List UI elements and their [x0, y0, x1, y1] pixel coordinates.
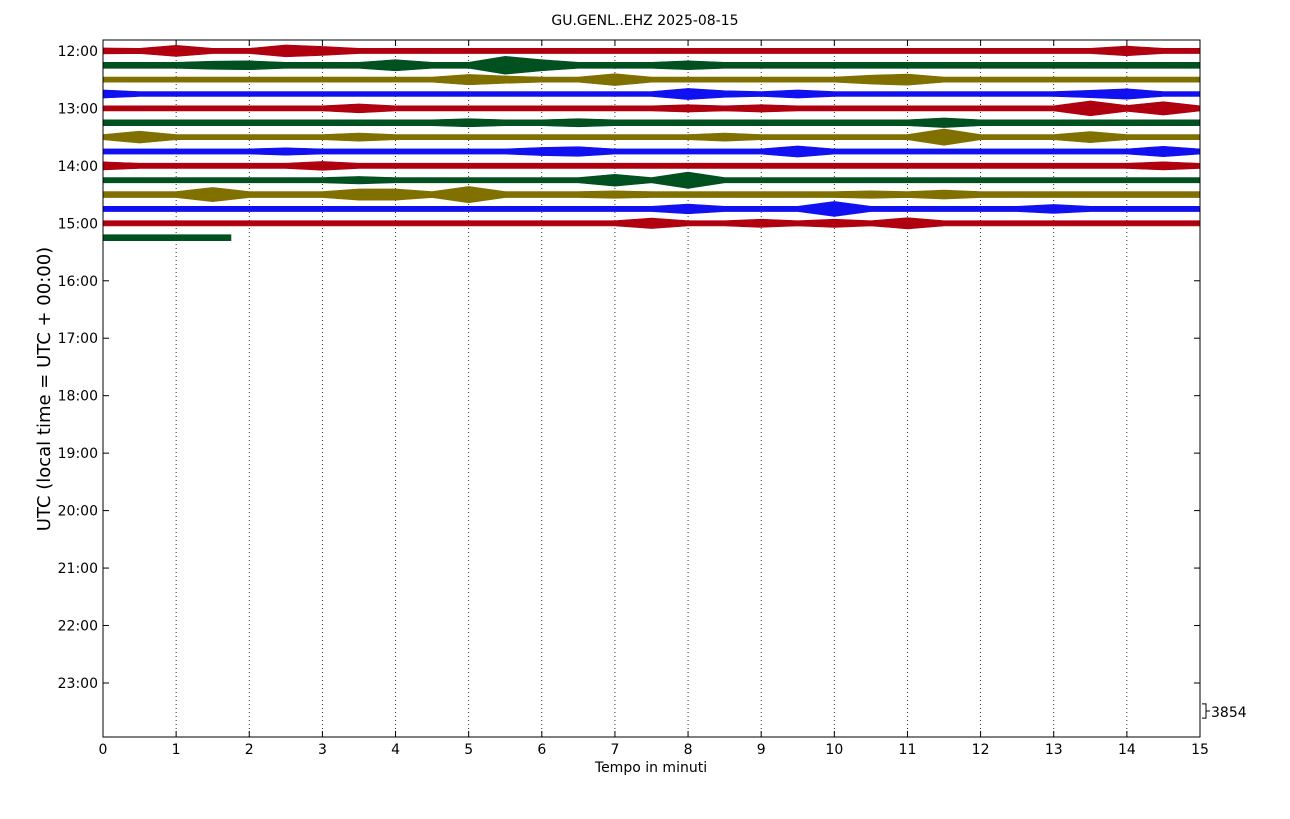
x-tick-label: 15: [1191, 742, 1209, 758]
x-tick-label: 13: [1045, 742, 1063, 758]
x-tick-label: 14: [1118, 742, 1136, 758]
y-tick-label: 22:00: [58, 619, 98, 635]
y-tick-label: 18:00: [58, 389, 98, 405]
x-tick-label: 9: [757, 742, 766, 758]
x-tick-label: 11: [899, 742, 917, 758]
x-tick-label: 5: [464, 742, 473, 758]
y-tick-label: 19:00: [58, 446, 98, 462]
y-tick-label: 15:00: [58, 216, 98, 232]
x-tick-label: 12: [972, 742, 990, 758]
y-tick-label: 16:00: [58, 274, 98, 290]
y-tick-label: 17:00: [58, 331, 98, 347]
x-tick-label: 4: [391, 742, 400, 758]
x-tick-label: 0: [99, 742, 108, 758]
y-tick-label: 23:00: [58, 676, 98, 692]
x-tick-label: 3: [318, 742, 327, 758]
x-tick-label: 1: [172, 742, 181, 758]
y-tick-label: 21:00: [58, 561, 98, 577]
y-tick-label: 13:00: [58, 101, 98, 117]
scale-bar: [1202, 703, 1210, 719]
y-axis-label: UTC (local time = UTC + 00:00): [34, 247, 55, 531]
y-tick-label: 12:00: [58, 44, 98, 60]
x-tick-label: 2: [245, 742, 254, 758]
x-tick-label: 10: [825, 742, 843, 758]
x-axis-label: Tempo in minuti: [594, 760, 707, 776]
y-tick-label: 14:00: [58, 159, 98, 175]
y-tick-label: 20:00: [58, 504, 98, 520]
scale-label: 3854: [1211, 705, 1247, 721]
x-tick-label: 7: [610, 742, 619, 758]
x-tick-label: 6: [537, 742, 546, 758]
x-tick-label: 8: [684, 742, 693, 758]
chart-title: GU.GENL..EHZ 2025-08-15: [551, 13, 738, 29]
plot-frame: [102, 39, 1201, 738]
